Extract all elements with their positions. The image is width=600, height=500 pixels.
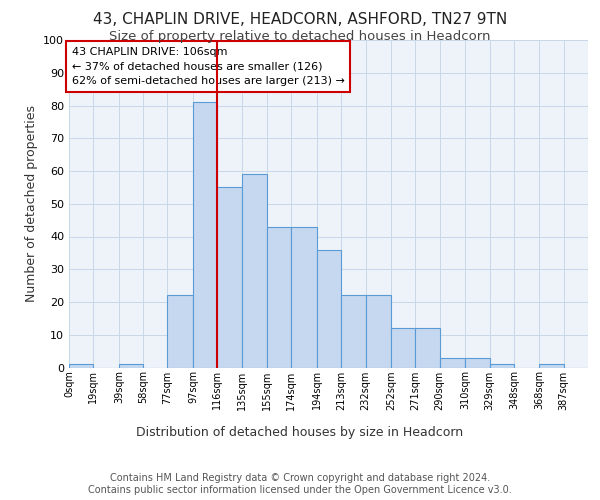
Text: Distribution of detached houses by size in Headcorn: Distribution of detached houses by size … [136,426,464,439]
Bar [217,188,242,368]
Bar [465,358,490,368]
Bar [415,328,440,368]
Bar [167,296,193,368]
Text: 43 CHAPLIN DRIVE: 106sqm
← 37% of detached houses are smaller (126)
62% of semi-: 43 CHAPLIN DRIVE: 106sqm ← 37% of detach… [71,46,344,86]
Bar [440,358,465,368]
Bar [267,226,292,368]
Bar [317,250,341,368]
Bar [69,364,93,368]
Y-axis label: Number of detached properties: Number of detached properties [25,106,38,302]
Bar [341,296,365,368]
Text: Contains HM Land Registry data © Crown copyright and database right 2024.
Contai: Contains HM Land Registry data © Crown c… [88,474,512,495]
Bar [292,226,317,368]
Bar [242,174,267,368]
Bar [391,328,415,368]
Bar [539,364,564,368]
Text: Size of property relative to detached houses in Headcorn: Size of property relative to detached ho… [109,30,491,43]
Text: 43, CHAPLIN DRIVE, HEADCORN, ASHFORD, TN27 9TN: 43, CHAPLIN DRIVE, HEADCORN, ASHFORD, TN… [93,12,507,28]
Bar [193,102,217,368]
Bar [119,364,143,368]
Bar [490,364,514,368]
Bar [365,296,391,368]
